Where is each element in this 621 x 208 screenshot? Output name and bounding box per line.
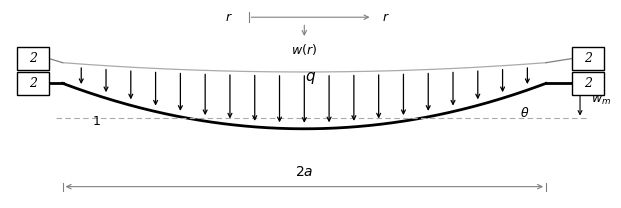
FancyBboxPatch shape [17, 47, 49, 70]
Text: 2: 2 [29, 77, 37, 90]
Text: $2a$: $2a$ [295, 165, 314, 180]
FancyBboxPatch shape [17, 72, 49, 95]
FancyBboxPatch shape [572, 47, 604, 70]
Text: 2: 2 [29, 52, 37, 65]
Text: $w_m$: $w_m$ [591, 94, 611, 108]
Text: $1$: $1$ [93, 115, 101, 128]
FancyBboxPatch shape [572, 72, 604, 95]
Text: $\theta$: $\theta$ [520, 106, 529, 120]
Text: $r$: $r$ [225, 11, 233, 24]
Text: $r$: $r$ [382, 11, 389, 24]
Text: $q$: $q$ [305, 70, 316, 86]
Text: 2: 2 [584, 52, 592, 65]
Text: 2: 2 [584, 77, 592, 90]
Text: $w(r)$: $w(r)$ [291, 42, 317, 57]
